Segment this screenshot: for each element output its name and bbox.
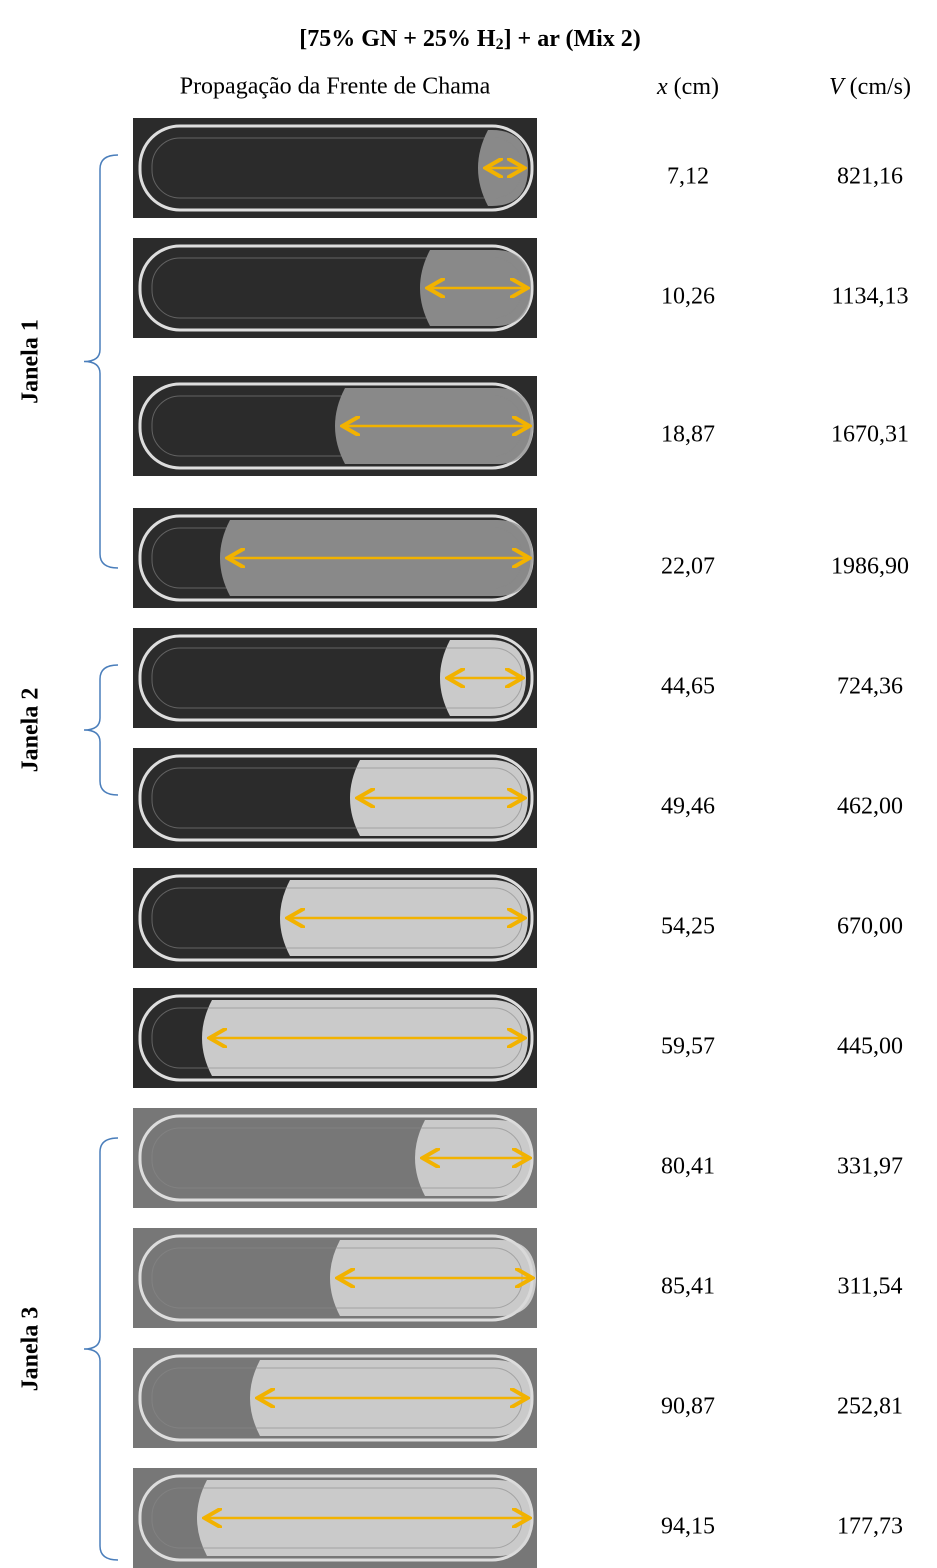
x-value: 49,46 <box>661 794 715 820</box>
x-value: 80,41 <box>661 1154 715 1180</box>
bracket <box>83 664 119 796</box>
v-value: 331,97 <box>837 1154 903 1180</box>
unit: (cm) <box>674 74 719 100</box>
x-value: 10,26 <box>661 284 715 310</box>
tube <box>138 124 534 212</box>
x-value: 59,57 <box>661 1034 715 1060</box>
flame-photo <box>133 376 537 476</box>
title: [75% GN + 25% H2] + ar (Mix 2) <box>299 26 641 53</box>
flame-photo <box>133 868 537 968</box>
v-value: 177,73 <box>837 1514 903 1540</box>
flame-photo <box>133 988 537 1088</box>
flame-photo <box>133 748 537 848</box>
title-part: [75% GN + 25% H <box>299 26 496 52</box>
flame-photo <box>133 1468 537 1568</box>
x-value: 94,15 <box>661 1514 715 1540</box>
title-part: ] + ar (Mix 2) <box>504 26 641 52</box>
v-value: 462,00 <box>837 794 903 820</box>
unit: (cm/s) <box>850 74 911 100</box>
v-value: 821,16 <box>837 164 903 190</box>
v-value: 252,81 <box>837 1394 903 1420</box>
column-header: x (cm) <box>656 74 719 100</box>
flame-photo <box>133 118 537 218</box>
v-value: 1670,31 <box>831 422 909 448</box>
x-value: 85,41 <box>661 1274 715 1300</box>
x-value: 54,25 <box>661 914 715 940</box>
var: V <box>829 74 846 100</box>
var: x <box>656 74 668 100</box>
v-value: 670,00 <box>837 914 903 940</box>
column-header: V (cm/s) <box>829 74 911 100</box>
v-value: 1134,13 <box>831 284 908 310</box>
window-label: Janela 3 <box>18 1307 44 1392</box>
v-value: 445,00 <box>837 1034 903 1060</box>
title-sub: 2 <box>496 36 504 53</box>
flame-photo <box>133 1108 537 1208</box>
bracket <box>83 154 119 569</box>
v-value: 311,54 <box>837 1274 902 1300</box>
flame-photo <box>133 628 537 728</box>
x-value: 18,87 <box>661 422 715 448</box>
x-value: 22,07 <box>661 554 715 580</box>
x-value: 7,12 <box>667 164 709 190</box>
window-label: Janela 1 <box>18 319 44 404</box>
x-value: 44,65 <box>661 674 715 700</box>
flame-photo <box>133 1228 537 1328</box>
bracket <box>83 1137 119 1561</box>
tube <box>138 634 534 722</box>
x-value: 90,87 <box>661 1394 715 1420</box>
v-value: 1986,90 <box>831 554 909 580</box>
column-header: Propagação da Frente de Chama <box>180 74 491 100</box>
flame-photo <box>133 238 537 338</box>
flame-photo <box>133 508 537 608</box>
window-label: Janela 2 <box>18 688 44 773</box>
flame-photo <box>133 1348 537 1448</box>
v-value: 724,36 <box>837 674 903 700</box>
